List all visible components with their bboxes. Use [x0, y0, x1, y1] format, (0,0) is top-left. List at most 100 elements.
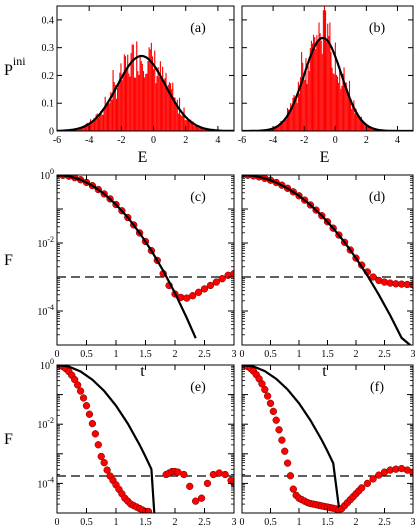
histogram-bar	[292, 97, 294, 131]
histogram-bar	[159, 61, 161, 131]
histogram-bar	[112, 70, 114, 131]
x-tick-label: 2.5	[198, 349, 211, 360]
data-point	[358, 484, 366, 492]
panel-label: (d)	[369, 190, 386, 205]
histogram-bar	[301, 51, 303, 131]
data-point	[283, 459, 292, 467]
panel-label: (c)	[190, 190, 206, 205]
x-tick-label: 3	[232, 349, 237, 360]
histogram-bar	[76, 129, 78, 131]
histogram-bar	[83, 126, 85, 131]
x-axis-label: E	[320, 149, 330, 166]
histogram-bar	[199, 126, 201, 131]
x-tick-label: 0	[240, 349, 245, 360]
histogram-bar	[362, 121, 364, 131]
y-tick-label: 100	[40, 167, 54, 182]
histogram-bar	[118, 85, 120, 131]
histogram-bar	[158, 76, 160, 131]
histogram-bar	[323, 6, 326, 131]
histogram-bar	[366, 125, 368, 131]
histogram-bar	[163, 81, 165, 131]
histogram-bar	[176, 99, 178, 131]
histogram-bar	[153, 69, 155, 131]
panel-f: 0 0.5 1 1.5 2 2.5 3 (f) t	[240, 364, 415, 528]
data-point	[281, 447, 289, 455]
axes-frame	[56, 364, 235, 514]
x-tick-label: 2.5	[378, 517, 391, 528]
data-point	[144, 507, 153, 513]
x-tick-label: 2	[364, 135, 369, 146]
data-point	[369, 273, 377, 281]
histogram-bar	[122, 75, 124, 131]
histogram-bar	[331, 67, 333, 131]
axes-frame	[241, 5, 414, 132]
histogram-bar	[316, 35, 318, 131]
histogram-bar	[126, 68, 128, 131]
histogram-bar	[181, 115, 183, 131]
histogram-bar	[89, 119, 92, 131]
data-point	[403, 466, 411, 474]
histogram-bar	[140, 60, 142, 131]
x-tick-label: 0.5	[264, 349, 277, 360]
histogram-bar	[182, 113, 184, 131]
histogram-bar	[177, 113, 179, 131]
data-point	[76, 387, 85, 395]
y-tick-label: 10-2	[37, 235, 54, 250]
x-tick-label: -2	[117, 135, 125, 146]
histogram-bar	[185, 119, 187, 131]
histogram-bar	[346, 93, 348, 131]
x-tick-label: 2	[173, 517, 178, 528]
histogram-bar	[365, 124, 367, 131]
histogram-bar	[357, 116, 359, 131]
histogram-bar	[304, 79, 306, 131]
axes-frame	[241, 364, 414, 514]
theory-curve	[242, 365, 340, 508]
panel-c: 0 0.5 1 1.5 2 2.5 3 100 10-2 10-4 (c) t F	[4, 167, 237, 380]
histogram-bar	[195, 125, 197, 131]
histogram-bar	[273, 127, 275, 131]
histogram-bar	[166, 89, 168, 131]
histogram-bar	[291, 107, 293, 131]
panel-b: -6 -4 -2 0 2 4 (b) E	[238, 5, 414, 166]
histogram-bar	[356, 115, 358, 131]
data-point	[264, 392, 272, 400]
histogram-bar	[120, 63, 122, 131]
x-tick-label: 1.5	[139, 349, 152, 360]
histogram-bar	[341, 85, 343, 131]
y-tick-label: 100	[40, 357, 54, 372]
x-tick-label: 4	[215, 135, 220, 146]
histogram-bar	[278, 124, 280, 131]
data-point	[221, 470, 229, 479]
histogram-bar	[98, 115, 101, 131]
x-tick-label: 1.5	[321, 349, 334, 360]
histogram-bar	[130, 53, 132, 131]
histogram-bar	[93, 118, 95, 131]
x-tick-label: 4	[395, 135, 400, 146]
histogram-bar	[345, 82, 347, 131]
histogram-bar	[94, 120, 96, 131]
x-tick-label: 2	[354, 517, 359, 528]
histogram-bar	[124, 56, 127, 131]
histogram-bar	[284, 117, 286, 131]
histogram-bar	[372, 128, 374, 131]
histogram-bar	[111, 99, 113, 131]
histogram-bar	[135, 77, 137, 131]
data-point	[82, 402, 91, 410]
y-axis-label: F	[4, 252, 13, 269]
data-point	[97, 452, 105, 461]
histogram-bar	[171, 89, 173, 131]
histogram-bar	[302, 62, 304, 131]
histogram-bar	[189, 119, 191, 131]
histogram-bar	[139, 55, 141, 131]
histogram-bar	[317, 42, 319, 131]
histogram-bar	[277, 125, 279, 131]
y-axis-label: F	[4, 431, 13, 448]
histogram-bar	[168, 82, 170, 131]
histogram-bar	[165, 72, 167, 131]
histogram-bar	[332, 73, 334, 131]
panel-label: (f)	[370, 380, 384, 395]
histogram-bar	[86, 122, 88, 131]
histogram-bar	[82, 126, 84, 131]
data-point	[79, 394, 88, 402]
